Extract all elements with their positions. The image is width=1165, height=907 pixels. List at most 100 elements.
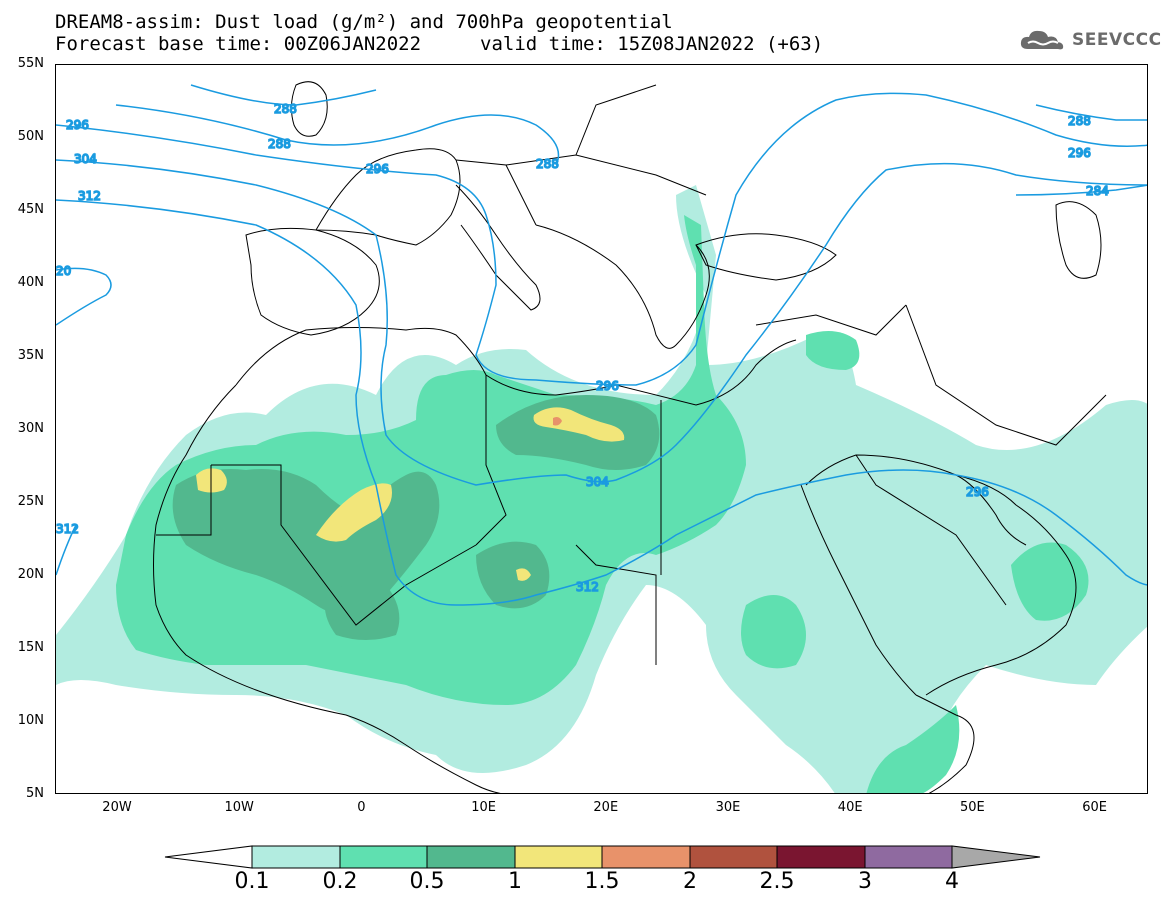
border-europe-3 bbox=[575, 84, 657, 156]
coastline-caspian bbox=[1055, 201, 1102, 279]
border-iran bbox=[905, 304, 1107, 446]
valid-time: valid time: 15Z08JAN2022 (+63) bbox=[480, 33, 824, 55]
border-europe-2 bbox=[505, 154, 707, 196]
coastline-horn bbox=[915, 694, 975, 793]
coastline-arabia bbox=[805, 454, 1077, 696]
colorbar-label: 3 bbox=[858, 869, 872, 894]
coastlines-and-borders bbox=[153, 81, 1107, 793]
border-europe-1 bbox=[455, 159, 537, 226]
lon-label: 20W bbox=[102, 800, 132, 815]
contour-label: 20 bbox=[56, 264, 71, 278]
dust-map: 296 288 288 304 296 312 20 288 288 296 2… bbox=[56, 81, 1147, 793]
colorbar-label: 1 bbox=[508, 869, 522, 894]
contour-label: 288 bbox=[274, 102, 297, 116]
lat-label: 15N bbox=[17, 640, 44, 655]
border-algeria-libya bbox=[475, 375, 507, 546]
contour-296-west bbox=[56, 92, 1147, 386]
coastline-france bbox=[315, 148, 461, 246]
coastline-black-sea bbox=[695, 233, 837, 281]
map-panel: 296 288 288 304 296 312 20 288 288 296 2… bbox=[55, 64, 1148, 794]
dust-high-algeria bbox=[316, 483, 392, 542]
dust-medium-levant bbox=[806, 331, 860, 370]
contour-312-main bbox=[56, 199, 1147, 606]
lon-label: 10W bbox=[224, 800, 254, 815]
lon-label: 30E bbox=[715, 800, 741, 815]
contour-label: 304 bbox=[586, 475, 609, 489]
colorbar-label: 2 bbox=[683, 869, 697, 894]
contour-label: 296 bbox=[1068, 146, 1091, 160]
lat-label: 5N bbox=[26, 786, 44, 801]
colorbar-segment bbox=[339, 845, 428, 869]
border-mauritania bbox=[156, 465, 212, 536]
lat-label: 55N bbox=[17, 56, 44, 71]
contour-288-france bbox=[115, 104, 560, 166]
dust-high-chad bbox=[516, 568, 531, 581]
coastline-balkans-greece bbox=[535, 224, 710, 349]
lat-label: 50N bbox=[17, 129, 44, 144]
seevccc-logo: SEEVCCC bbox=[1018, 25, 1162, 55]
dust-medium-east bbox=[741, 595, 806, 669]
contour-312-west bbox=[56, 524, 77, 576]
dust-peak-libya bbox=[553, 417, 562, 426]
logo-text: SEEVCCC bbox=[1072, 30, 1162, 50]
colorbar-label: 0.1 bbox=[234, 869, 270, 894]
dust-medium-area bbox=[116, 215, 746, 705]
colorbar-segment bbox=[426, 845, 516, 869]
colorbar-lower-extension bbox=[164, 845, 253, 869]
contour-304 bbox=[56, 159, 1147, 486]
contour-288-east bbox=[1035, 104, 1147, 121]
map-title: DREAM8-assim: Dust load (g/m²) and 700hP… bbox=[55, 11, 673, 33]
colorbar-segment bbox=[776, 845, 866, 869]
lon-label: 50E bbox=[960, 800, 985, 815]
coastline-north-africa bbox=[235, 327, 797, 406]
lon-label: 0 bbox=[357, 800, 366, 815]
colorbar-label: 1.5 bbox=[584, 869, 620, 894]
colorbar-segment bbox=[601, 845, 691, 869]
coastline-britain bbox=[290, 81, 328, 137]
dust-high-libya bbox=[533, 407, 625, 442]
contour-label: 288 bbox=[268, 137, 291, 151]
contour-288-north bbox=[190, 84, 377, 106]
lat-label: 30N bbox=[17, 421, 44, 436]
dust-dark-chad bbox=[476, 541, 550, 609]
contour-label: 312 bbox=[576, 580, 599, 594]
contour-320 bbox=[56, 267, 112, 326]
colorbar-upper-extension bbox=[951, 845, 1041, 869]
contour-label: 312 bbox=[78, 189, 101, 203]
coastline-italy bbox=[455, 184, 541, 311]
contour-label: 288 bbox=[536, 157, 559, 171]
colorbar bbox=[164, 845, 1041, 869]
colorbar-segment bbox=[251, 845, 341, 869]
lon-label: 40E bbox=[837, 800, 863, 815]
forecast-base-time: Forecast base time: 00Z06JAN2022 bbox=[55, 33, 422, 55]
coastline-west-africa bbox=[153, 384, 501, 793]
colorbar-segment bbox=[689, 845, 778, 869]
contour-304-east bbox=[1015, 184, 1147, 196]
geopotential-contours: 296 288 288 304 296 312 20 288 288 296 2… bbox=[56, 84, 1147, 606]
coastline-iberia bbox=[245, 227, 380, 336]
lat-label: 25N bbox=[17, 494, 44, 509]
colorbar-label: 2.5 bbox=[759, 869, 795, 894]
colorbar-label: 0.2 bbox=[322, 869, 358, 894]
border-mali bbox=[211, 464, 477, 626]
contour-label: 304 bbox=[74, 152, 97, 166]
cloud-icon bbox=[1020, 30, 1064, 50]
contour-label: 296 bbox=[966, 485, 989, 499]
lat-label: 35N bbox=[17, 348, 44, 363]
border-chad-sudan bbox=[575, 544, 657, 665]
dust-dark-mali bbox=[324, 581, 400, 640]
colorbar-label: 4 bbox=[945, 869, 959, 894]
contour-label: 312 bbox=[56, 522, 79, 536]
lat-label: 45N bbox=[17, 202, 44, 217]
colorbar-label: 0.5 bbox=[409, 869, 445, 894]
contour-label: 296 bbox=[66, 118, 89, 132]
lon-label: 10E bbox=[471, 800, 496, 815]
lon-label: 20E bbox=[593, 800, 619, 815]
coastline-red-sea bbox=[800, 484, 917, 696]
colorbar-segment bbox=[864, 845, 953, 869]
contour-label: 296 bbox=[366, 162, 389, 176]
dust-medium-horn bbox=[866, 705, 960, 793]
border-arabia bbox=[855, 454, 1007, 606]
colorbar-segment bbox=[514, 845, 603, 869]
coastline-persian-gulf bbox=[955, 474, 1027, 546]
